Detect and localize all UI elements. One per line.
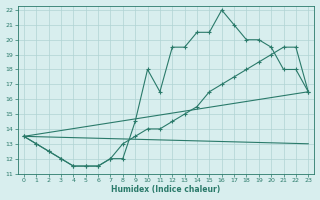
X-axis label: Humidex (Indice chaleur): Humidex (Indice chaleur): [111, 185, 221, 194]
